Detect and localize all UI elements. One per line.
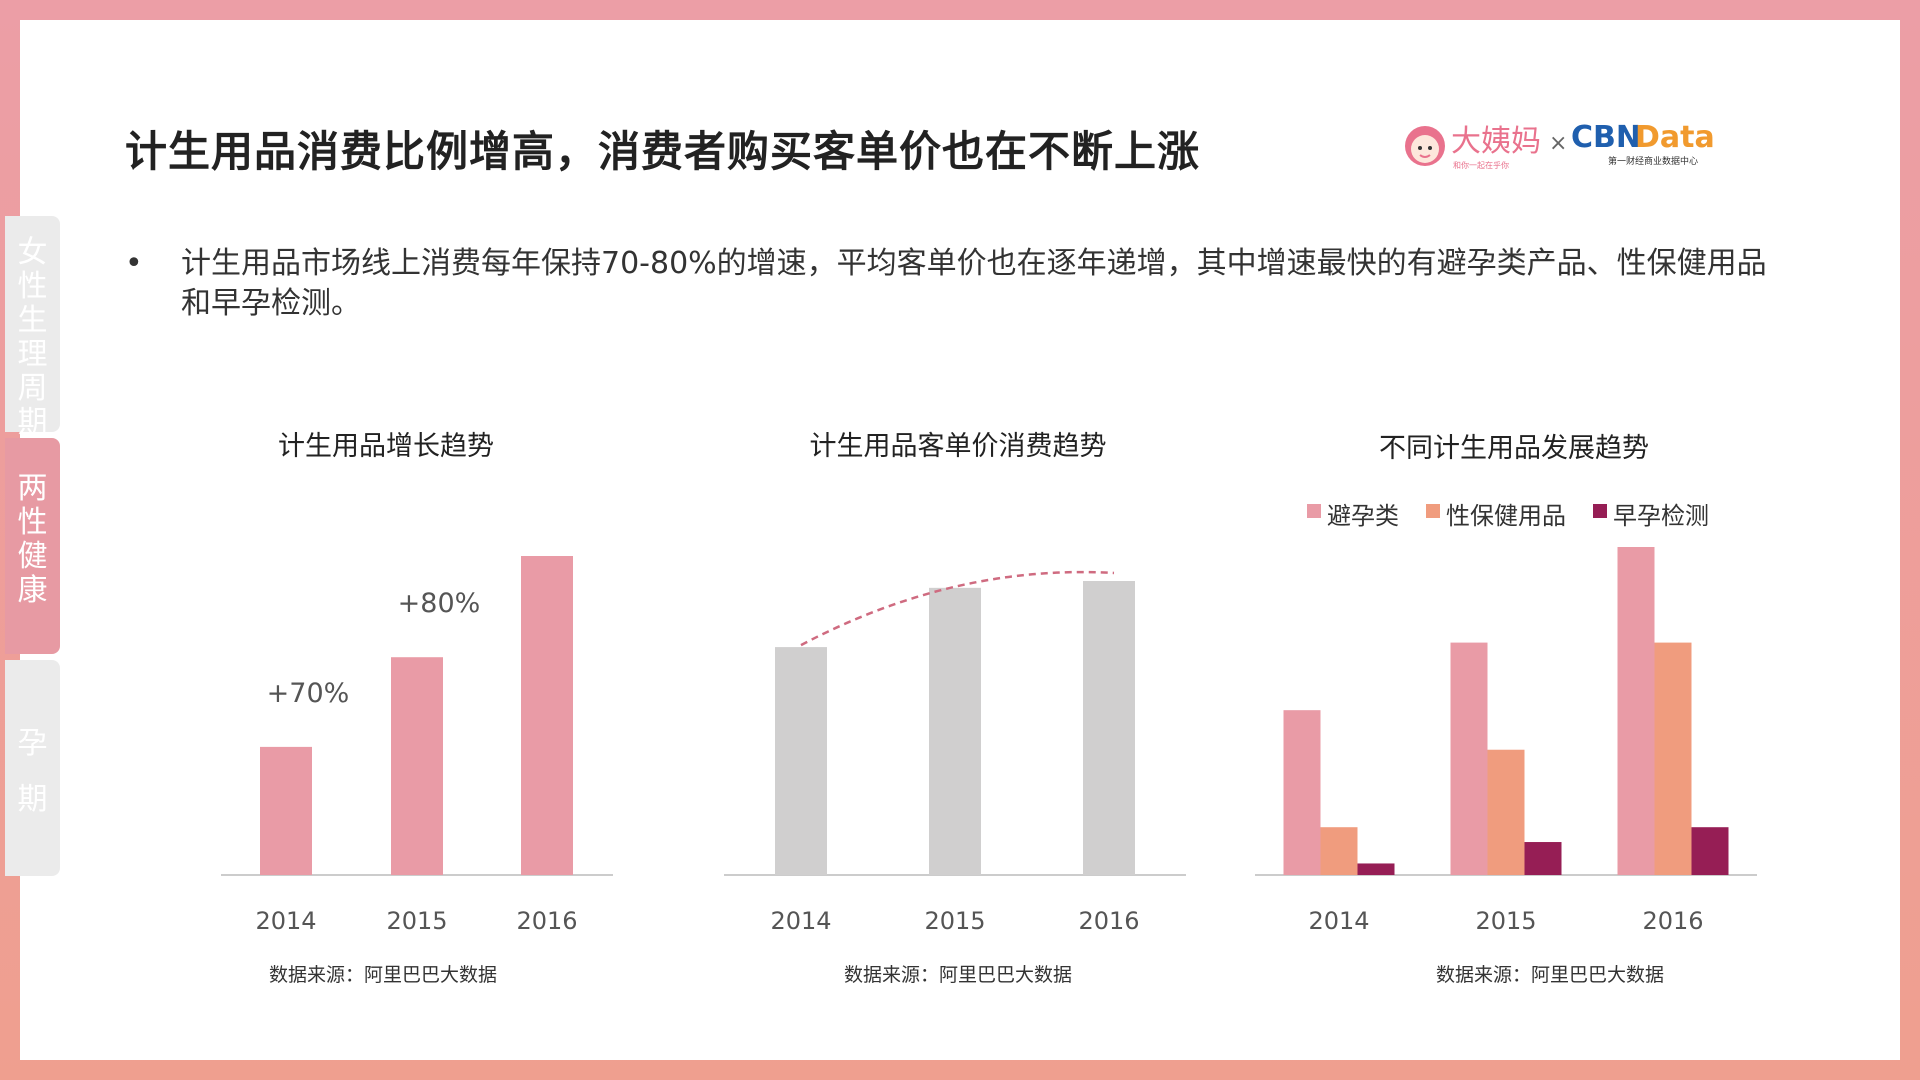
chart3-tick: 2015 — [1475, 907, 1536, 935]
chart3-legend-swatch — [1307, 504, 1321, 518]
chart3-tick: 2016 — [1642, 907, 1703, 935]
chart1-tick: 2016 — [516, 907, 577, 935]
chart3-tick: 2014 — [1308, 907, 1369, 935]
tab-label: 孕期 — [5, 716, 60, 828]
chart2-title: 计生用品客单价消费趋势 — [810, 431, 1107, 462]
chart3-bar — [1487, 749, 1525, 875]
brand1-sub: 和你一起在乎你 — [1453, 160, 1509, 170]
chart1-growth-label: +70% — [267, 678, 350, 709]
chart3-bar — [1357, 863, 1395, 875]
chart2-tick: 2016 — [1078, 907, 1139, 935]
chart1-tick: 2014 — [255, 907, 316, 935]
chart1-growth-label: +80% — [398, 588, 481, 619]
chart2-bar — [929, 587, 981, 875]
chart3-legend-swatch — [1426, 504, 1440, 518]
brand2-cbn: CBN — [1571, 120, 1641, 155]
tab-label-char: 女 — [17, 235, 48, 270]
chart3-bar — [1283, 710, 1321, 875]
tab-label-char: 期 — [17, 405, 48, 440]
tab-label-char: 健 — [17, 539, 48, 574]
chart1-bar — [260, 746, 312, 875]
tab-label: 两性健康 — [5, 472, 60, 608]
chart1-bar — [521, 556, 573, 875]
chart2-bar — [775, 647, 827, 875]
brand-logo: 大姨妈 和你一起在乎你 × CBN Data 第一财经商业数据中心 — [1405, 120, 1715, 170]
logo-times: × — [1549, 131, 1567, 156]
tab-sexual-health[interactable]: 两性健康 — [5, 438, 60, 654]
bullet-text: 计生用品市场线上消费每年保持70-80%的增速，平均客单价也在逐年递增，其中增速… — [181, 246, 1767, 321]
chart3-bar — [1450, 642, 1488, 875]
tab-label-char: 生 — [17, 303, 48, 338]
chart3-bar — [1524, 842, 1562, 875]
chart3-legend-swatch — [1593, 504, 1607, 518]
chart3-legend-label: 避孕类 — [1327, 502, 1399, 530]
chart3-title: 不同计生用品发展趋势 — [1379, 433, 1649, 464]
page-title: 计生用品消费比例增高，消费者购买客单价也在不断上涨 — [125, 127, 1201, 176]
tab-label-char: 期 — [17, 782, 48, 817]
tab-label: 女性生理周期 — [5, 236, 60, 440]
chart3-bar — [1320, 827, 1358, 875]
chart2-tick: 2014 — [770, 907, 831, 935]
tab-label-char: 两 — [17, 471, 48, 506]
chart3-bar — [1691, 827, 1729, 875]
tab-label-char: 理 — [17, 337, 48, 372]
chart3-source: 数据来源：阿里巴巴大数据 — [1436, 964, 1664, 986]
brand1-text: 大姨妈 — [1451, 124, 1541, 159]
chart2-source: 数据来源：阿里巴巴大数据 — [844, 964, 1072, 986]
tab-label-char: 康 — [17, 573, 48, 608]
tab-female-cycle[interactable]: 女性生理周期 — [5, 216, 60, 440]
chart1-tick: 2015 — [386, 907, 447, 935]
chart3-bar — [1617, 547, 1655, 875]
chart3-legend-label: 性保健用品 — [1446, 502, 1566, 530]
dayima-logo-icon — [1405, 126, 1445, 166]
chart1-source: 数据来源：阿里巴巴大数据 — [269, 964, 497, 986]
chart3-legend-label: 早孕检测 — [1613, 502, 1709, 530]
chart3-bar — [1654, 642, 1692, 875]
tab-label-char: 性 — [17, 505, 48, 540]
chart2-tick: 2015 — [924, 907, 985, 935]
tab-pregnancy[interactable]: 孕期 — [5, 660, 60, 876]
chart1-title: 计生用品增长趋势 — [278, 431, 494, 462]
tab-label-char: 性 — [17, 269, 48, 304]
bullet-dot: • — [125, 246, 143, 281]
chart2-bar — [1083, 581, 1135, 875]
slide — [20, 20, 1900, 1060]
tab-label-char: 周 — [17, 371, 48, 406]
tab-label-char: 孕 — [17, 726, 48, 761]
chart1-bar — [391, 657, 443, 875]
brand2-sub: 第一财经商业数据中心 — [1608, 155, 1698, 167]
brand2-data: Data — [1635, 120, 1715, 155]
